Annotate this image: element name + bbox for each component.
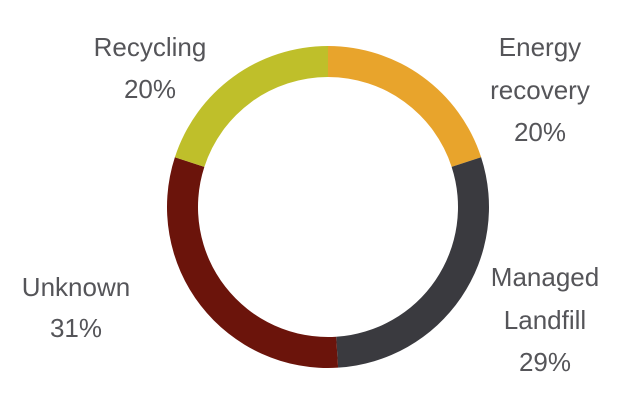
- slice-category-label: Unknown: [22, 272, 130, 302]
- slice-category-label: Landfill: [504, 305, 586, 335]
- donut-slice-managed-landfill: [336, 157, 489, 368]
- donut-slice-recycling: [174, 46, 328, 167]
- slice-value-label: 31%: [50, 313, 102, 343]
- slice-value-label: 20%: [514, 117, 566, 147]
- slice-category-label: recovery: [490, 75, 590, 105]
- donut-slice-energy-recovery: [328, 46, 482, 167]
- slice-category-label: Energy: [499, 32, 581, 62]
- slice-value-label: 29%: [519, 347, 571, 377]
- donut-slice-unknown: [167, 157, 339, 368]
- slice-category-label: Recycling: [94, 32, 207, 62]
- slice-value-label: 20%: [124, 74, 176, 104]
- slice-category-label: Managed: [491, 262, 599, 292]
